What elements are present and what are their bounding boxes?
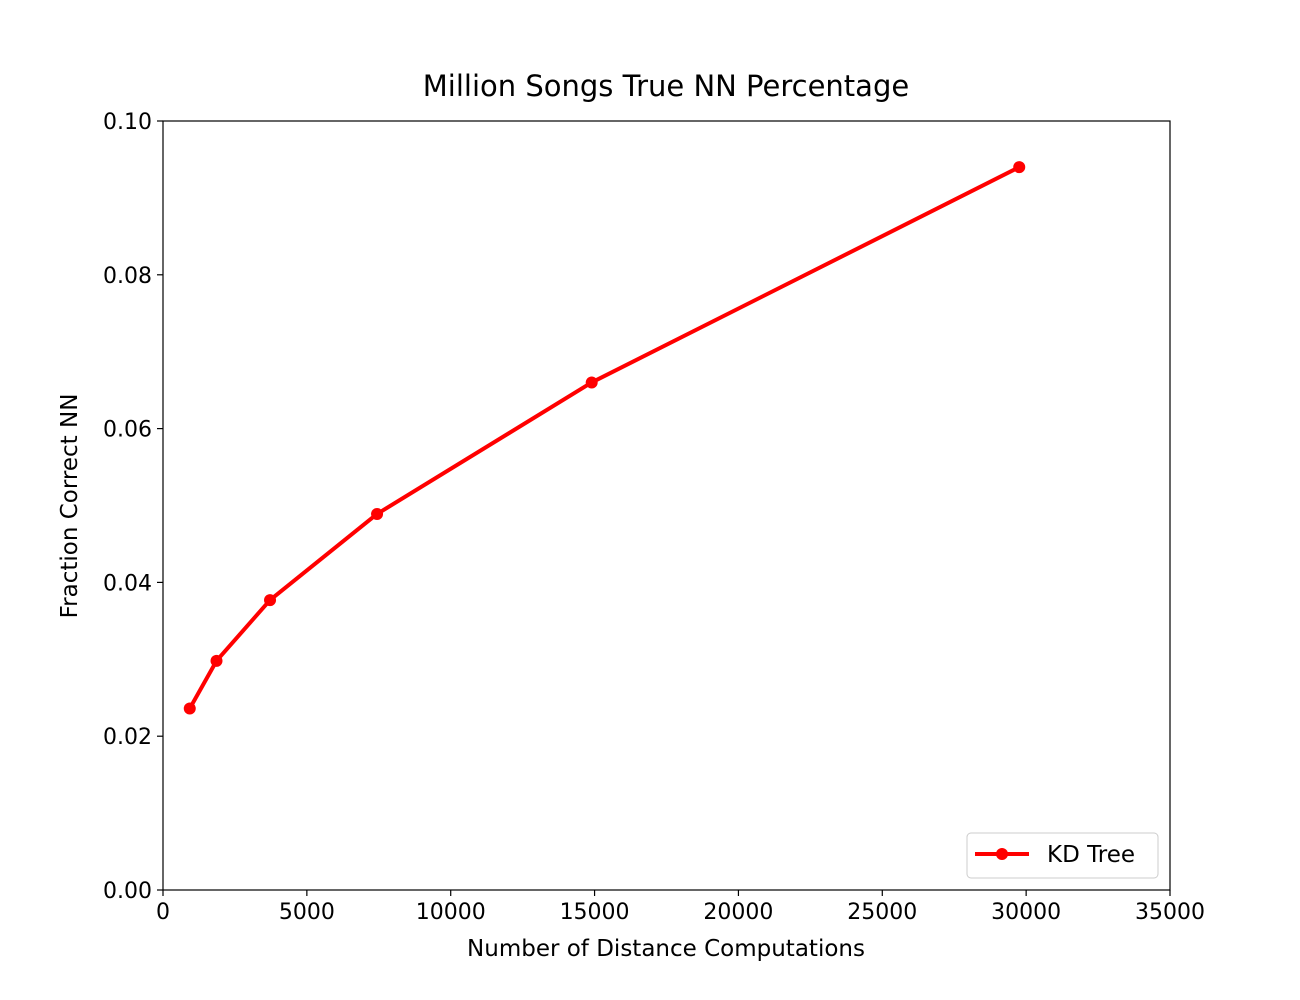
x-tick-label: 30000: [991, 900, 1061, 925]
y-tick-label: 0.04: [103, 571, 152, 596]
data-point-kd-tree: [1013, 161, 1026, 174]
x-tick-label: 5000: [279, 900, 335, 925]
x-tick-label: 20000: [703, 900, 773, 925]
legend: KD Tree: [966, 832, 1159, 879]
x-axis-label: Number of Distance Computations: [467, 936, 865, 962]
x-tick-label: 25000: [847, 900, 917, 925]
legend-box: [966, 832, 1159, 879]
x-tick-label: 0: [156, 900, 170, 925]
plot-frame: [162, 120, 1171, 891]
y-axis: 0.00 0.02 0.04 0.06 0.08 0.10: [103, 110, 163, 904]
y-tick-label: 0.06: [103, 418, 152, 443]
data-point-kd-tree: [585, 376, 598, 389]
y-tick-label: 0.00: [103, 879, 152, 904]
data-point-kd-tree: [183, 702, 196, 715]
data-point-kd-tree: [371, 507, 384, 520]
y-tick-label: 0.10: [103, 110, 152, 135]
chart-title: Million Songs True NN Percentage: [423, 69, 909, 103]
plot-area: [162, 120, 1171, 891]
data-point-kd-tree: [210, 654, 223, 667]
legend-marker-swatch: [996, 848, 1008, 860]
series-layer: [183, 161, 1026, 715]
x-tick-label: 15000: [560, 900, 630, 925]
legend-label-kd-tree: KD Tree: [1047, 842, 1135, 868]
y-axis-label: Fraction Correct NN: [57, 394, 83, 619]
x-tick-label: 35000: [1135, 900, 1205, 925]
x-axis: 0 5000 10000 15000 20000 25000 30000 35000: [156, 890, 1205, 925]
series-line-kd-tree: [187, 165, 1022, 711]
y-tick-label: 0.08: [103, 264, 152, 289]
x-tick-label: 10000: [416, 900, 486, 925]
data-point-kd-tree: [264, 594, 277, 607]
y-tick-label: 0.02: [103, 725, 152, 750]
